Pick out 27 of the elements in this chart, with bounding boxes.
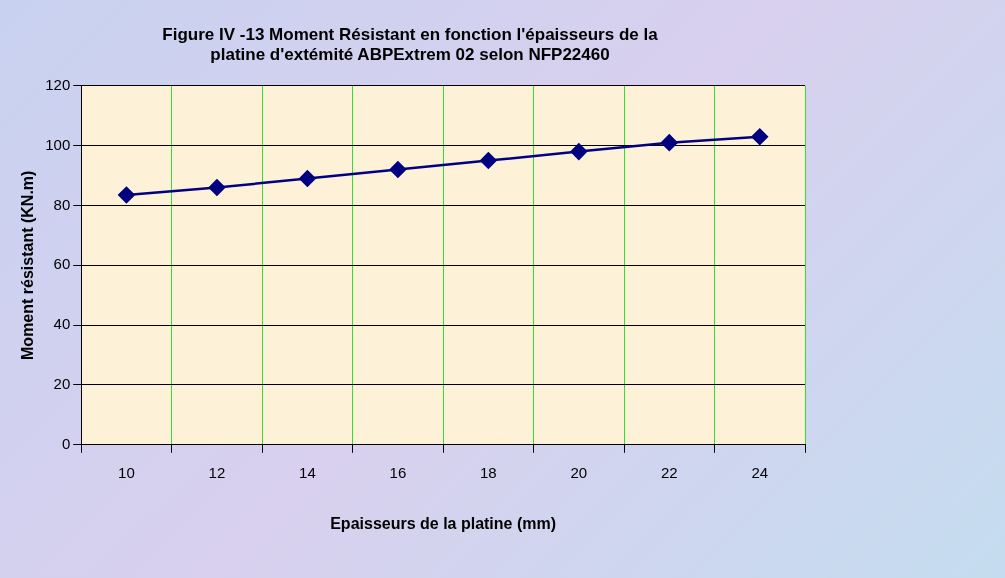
x-tick-label: 18	[480, 463, 497, 481]
text: Figure IV -13 Moment Résistant en fonction l'épaisseurs de la	[162, 24, 658, 44]
y-tick-label: 40	[53, 315, 71, 333]
text: platine d'extémité ABPExtrem 02 selon NFP22460	[210, 45, 610, 65]
x-axis-title: Epaisseurs de la platine (mm)	[330, 514, 557, 532]
y-tick-label: 100	[45, 135, 71, 153]
point	[118, 186, 135, 204]
point	[208, 179, 226, 196]
x-tick-label: 12	[208, 463, 226, 481]
x-tick-label: 24	[751, 463, 769, 481]
x-tick-label: 14	[299, 463, 316, 481]
point	[751, 128, 769, 145]
y-tick-label: 80	[53, 195, 71, 213]
y-tick-label: 60	[53, 255, 71, 273]
x-tick-label: 22	[660, 463, 678, 481]
y-tick-label: 20	[53, 375, 71, 393]
y-axis-title: Moment résistant (KN.m)	[19, 170, 37, 360]
point	[661, 134, 678, 151]
point	[570, 143, 588, 160]
point	[480, 152, 497, 169]
y-tick-label: 0	[61, 434, 71, 452]
point	[299, 170, 316, 187]
y-tick-label: 120	[45, 75, 71, 93]
x-tick-label: 20	[570, 463, 588, 481]
x-tick-label: 10	[118, 463, 135, 481]
x-tick-label: 16	[389, 463, 407, 481]
point	[389, 161, 407, 178]
